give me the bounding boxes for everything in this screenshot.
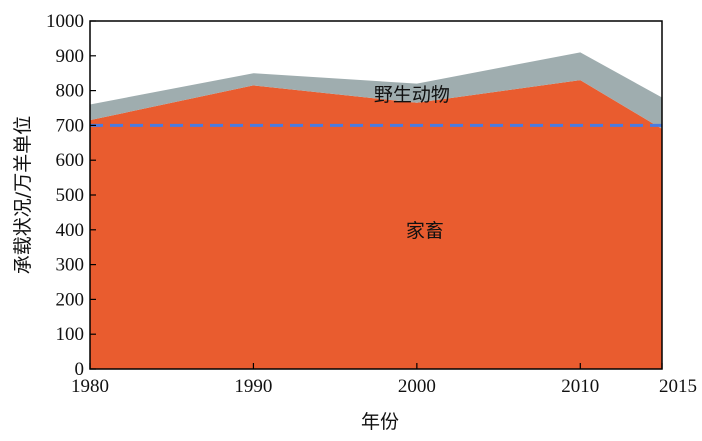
y-tick-label: 200 bbox=[56, 289, 85, 310]
area-series-0 bbox=[90, 80, 662, 369]
y-tick-label: 600 bbox=[56, 150, 85, 171]
series-label-livestock: 家畜 bbox=[406, 220, 444, 242]
x-tick-label: 2000 bbox=[398, 376, 436, 397]
y-tick-label: 100 bbox=[56, 324, 85, 345]
y-axis-title: 承载状况/万羊单位 bbox=[12, 116, 34, 274]
y-tick-label: 1000 bbox=[46, 11, 84, 32]
y-tick-label: 400 bbox=[56, 220, 85, 241]
x-axis-ticks: 1980 1990 2000 2010 2015 bbox=[71, 363, 697, 397]
x-tick-label: 2010 bbox=[561, 376, 599, 397]
x-tick-label: 1990 bbox=[234, 376, 272, 397]
x-axis-title: 年份 bbox=[361, 411, 399, 433]
y-tick-label: 500 bbox=[56, 185, 85, 206]
series-label-wildlife: 野生动物 bbox=[374, 84, 450, 106]
y-tick-label: 800 bbox=[56, 81, 85, 102]
area-layer bbox=[90, 52, 662, 369]
x-tick-label: 1980 bbox=[71, 376, 109, 397]
y-tick-label: 0 bbox=[75, 359, 85, 380]
y-tick-label: 300 bbox=[56, 255, 85, 276]
y-axis-ticks: 0 100 200 300 400 500 600 700 800 900 1000 bbox=[46, 11, 96, 380]
y-tick-label: 900 bbox=[56, 46, 85, 67]
x-tick-label: 2015 bbox=[659, 376, 697, 397]
area-series-1 bbox=[90, 52, 662, 129]
y-tick-label: 700 bbox=[56, 115, 85, 136]
